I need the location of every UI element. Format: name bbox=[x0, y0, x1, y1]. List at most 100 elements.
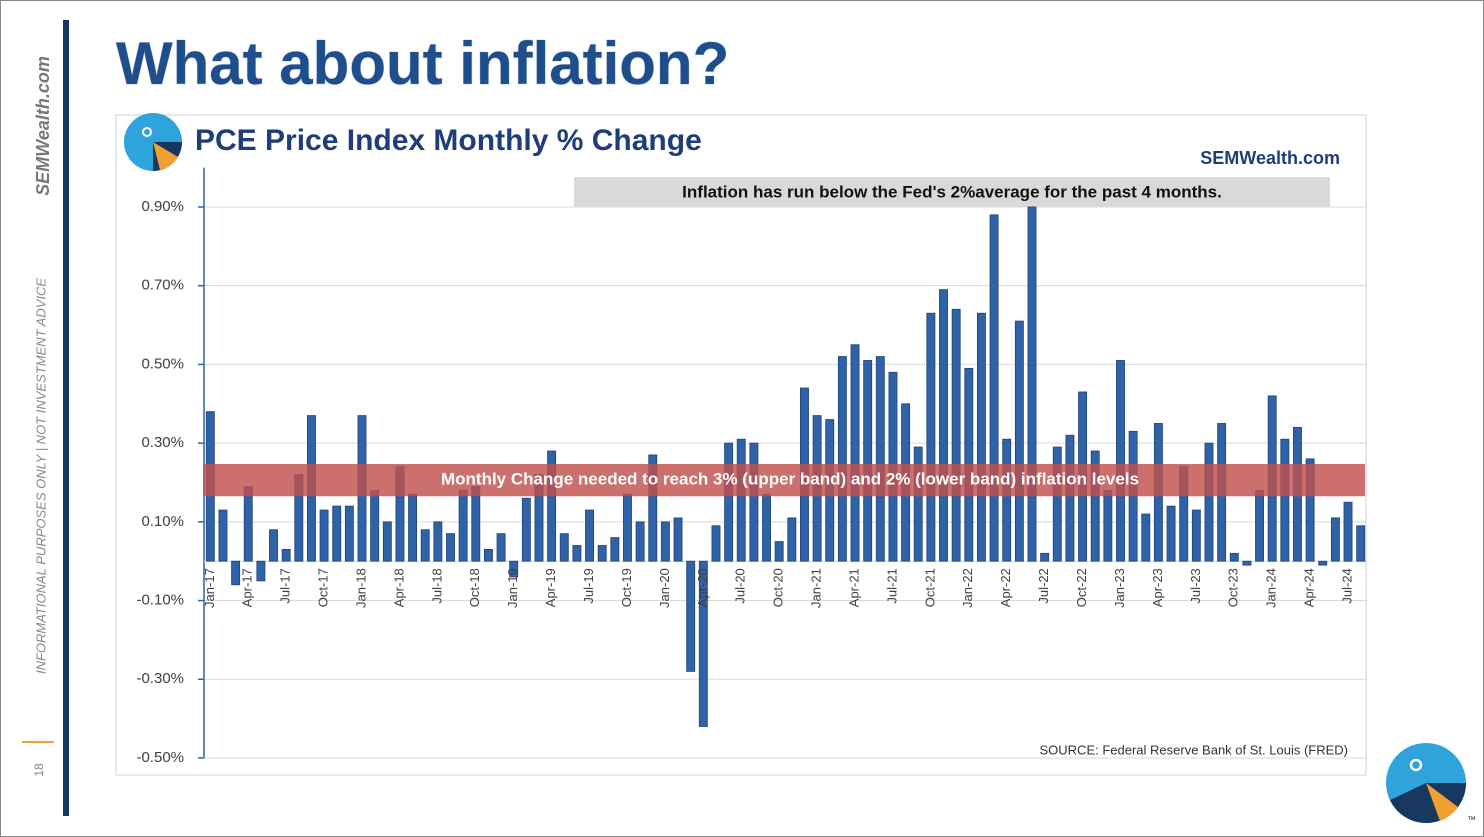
x-tick-label: Jan-21 bbox=[809, 568, 824, 608]
x-tick-label: Jul-20 bbox=[733, 568, 748, 603]
bar bbox=[218, 509, 228, 562]
x-tick-label: Oct-21 bbox=[922, 568, 937, 607]
bar bbox=[762, 493, 771, 562]
bar bbox=[344, 505, 354, 562]
x-tick-label: Jul-22 bbox=[1036, 568, 1051, 603]
x-tick-label: Jan-18 bbox=[353, 568, 368, 608]
y-tick-label: -0.10% bbox=[136, 592, 184, 609]
bar bbox=[370, 489, 380, 562]
bar bbox=[711, 525, 721, 562]
bar bbox=[1242, 560, 1252, 566]
bar bbox=[521, 497, 531, 562]
bar bbox=[736, 438, 746, 562]
bar bbox=[951, 308, 961, 562]
bar bbox=[496, 533, 506, 562]
bar bbox=[458, 489, 468, 562]
plot: -0.50% -0.30% -0.10% 0.10% 0.30% 0.50% 0.70% 0.… bbox=[136, 167, 1367, 766]
bar bbox=[939, 289, 948, 562]
x-tick-label: Apr-21 bbox=[846, 568, 861, 607]
bar bbox=[1027, 206, 1037, 562]
bar bbox=[698, 560, 708, 727]
bar bbox=[547, 450, 557, 562]
source: SOURCE: Federal Reserve Bank of St. Loui… bbox=[1040, 742, 1349, 757]
y-tick-label: 0.10% bbox=[141, 513, 184, 530]
bar bbox=[1052, 446, 1062, 562]
bar bbox=[1166, 505, 1176, 562]
x-tick-label: Jan-22 bbox=[960, 568, 975, 608]
target-band bbox=[204, 463, 1365, 497]
bar bbox=[1002, 438, 1012, 562]
bar bbox=[1103, 489, 1113, 562]
bar bbox=[509, 560, 519, 578]
bar bbox=[231, 560, 241, 586]
side-bar bbox=[63, 20, 69, 816]
bar bbox=[660, 521, 670, 562]
bar bbox=[281, 548, 291, 562]
bar bbox=[1191, 509, 1201, 562]
x-tick-label: Oct-19 bbox=[619, 568, 634, 607]
bar bbox=[585, 509, 595, 562]
x-tick-label: Jul-24 bbox=[1339, 568, 1354, 603]
x-tick-label: Jul-21 bbox=[884, 568, 899, 603]
bar bbox=[1141, 513, 1151, 562]
trademark: ™ bbox=[1467, 814, 1476, 824]
bar bbox=[1356, 525, 1366, 562]
x-tick-label: Oct-17 bbox=[316, 568, 331, 607]
side-brand: SEMWealth.com bbox=[33, 56, 53, 196]
x-tick-label: Jan-20 bbox=[657, 568, 672, 608]
slide-title: What about inflation? bbox=[116, 30, 729, 97]
bar bbox=[749, 442, 759, 562]
bar bbox=[1065, 434, 1075, 562]
y-tick-label: -0.50% bbox=[136, 749, 184, 766]
bar bbox=[332, 505, 342, 562]
bar bbox=[319, 509, 329, 562]
bar bbox=[420, 529, 430, 562]
chart-title: PCE Price Index Monthly % Change bbox=[195, 124, 702, 157]
corner-logo bbox=[1386, 743, 1466, 823]
bar bbox=[597, 545, 607, 562]
y-tick-label: -0.30% bbox=[136, 670, 184, 687]
y-tick-label: 0.70% bbox=[141, 277, 184, 294]
annotation-box bbox=[574, 177, 1330, 207]
bar bbox=[483, 548, 493, 562]
x-tick-label: Oct-20 bbox=[771, 568, 786, 607]
bar bbox=[1204, 442, 1214, 562]
bar bbox=[787, 517, 797, 562]
chart-logo bbox=[124, 113, 182, 171]
bar bbox=[243, 486, 253, 562]
x-tick-label: Apr-20 bbox=[695, 568, 710, 607]
bar bbox=[572, 545, 582, 562]
bar bbox=[269, 529, 278, 562]
bar bbox=[724, 442, 734, 562]
x-tick-label: Apr-19 bbox=[543, 568, 558, 607]
y-tick-label: 0.90% bbox=[141, 198, 184, 215]
x-tick-label: Oct-18 bbox=[467, 568, 482, 607]
page-number: 18 bbox=[32, 763, 46, 777]
bar bbox=[875, 356, 885, 562]
x-tick-label: Jul-19 bbox=[581, 568, 596, 603]
bar bbox=[863, 360, 873, 562]
x-tick-label: Apr-24 bbox=[1302, 568, 1317, 607]
bar bbox=[1343, 501, 1353, 562]
x-tick-label: Jan-19 bbox=[505, 568, 520, 608]
y-tick-label: 0.50% bbox=[141, 355, 184, 372]
x-tick-label: Apr-18 bbox=[391, 568, 406, 607]
x-tick-label: Oct-22 bbox=[1074, 568, 1089, 607]
bar bbox=[926, 312, 936, 562]
bar bbox=[1330, 517, 1340, 562]
bar bbox=[850, 344, 860, 562]
bar bbox=[1229, 552, 1239, 562]
x-tick-label: Apr-17 bbox=[240, 568, 255, 607]
y-tick-label: 0.30% bbox=[141, 434, 184, 451]
x-tick-label: Apr-22 bbox=[998, 568, 1013, 607]
bar bbox=[1255, 489, 1264, 562]
bar bbox=[1116, 360, 1125, 562]
bar bbox=[623, 493, 632, 562]
bar bbox=[635, 521, 645, 562]
band-label: Monthly Change needed to reach 3% (upper… bbox=[441, 470, 1139, 489]
bar bbox=[559, 533, 569, 562]
chart-brand: SEMWealth.com bbox=[1200, 148, 1340, 168]
x-tick-label: Jul-23 bbox=[1188, 568, 1203, 603]
